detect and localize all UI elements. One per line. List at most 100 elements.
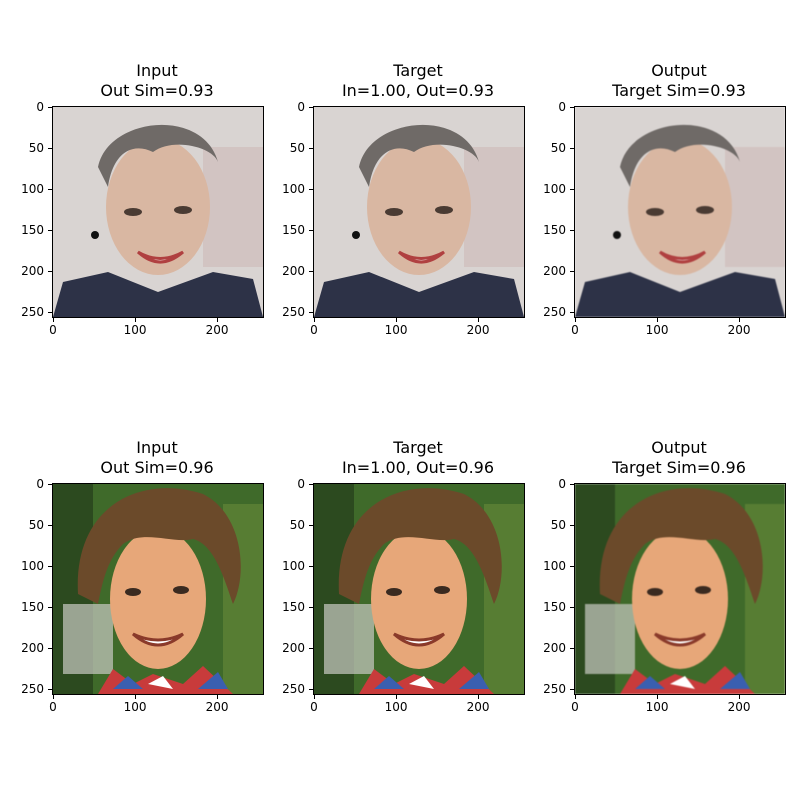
y-tick-label: 150 — [21, 223, 44, 238]
face-image — [313, 483, 525, 695]
y-tick-mark — [309, 484, 313, 485]
y-tick-mark — [309, 148, 313, 150]
image-panel — [574, 106, 786, 318]
y-tick-mark — [570, 525, 574, 527]
x-tick-mark — [396, 695, 398, 699]
y-tick-mark — [570, 312, 574, 314]
x-tick-label: 100 — [123, 323, 147, 337]
y-tick-mark — [570, 648, 574, 650]
y-tick-label: 50 — [28, 141, 44, 156]
y-tick-mark — [570, 107, 574, 108]
y-tick-label: 250 — [543, 305, 566, 320]
x-tick-label: 100 — [384, 323, 408, 337]
x-tick-mark — [53, 695, 54, 699]
y-tick-mark — [309, 566, 313, 568]
panel-title-line1: Target — [393, 438, 443, 457]
x-tick-label: 100 — [384, 700, 408, 714]
x-tick-mark — [314, 318, 315, 322]
x-tick-label: 200 — [205, 323, 229, 337]
y-tick-label: 200 — [21, 264, 44, 279]
y-tick-mark — [309, 271, 313, 273]
x-tick-mark — [478, 695, 480, 699]
x-tick-mark — [135, 318, 137, 322]
y-tick-label: 250 — [282, 682, 305, 697]
y-tick-mark — [48, 607, 52, 609]
y-tick-mark — [48, 648, 52, 650]
x-tick-mark — [739, 695, 741, 699]
y-tick-mark — [570, 148, 574, 150]
image-panel — [313, 106, 525, 318]
x-tick-mark — [53, 318, 54, 322]
x-tick-label: 0 — [310, 700, 318, 714]
y-tick-label: 0 — [558, 100, 566, 114]
x-tick-label: 0 — [310, 323, 318, 337]
panel-title-line2: In=1.00, Out=0.96 — [341, 458, 495, 477]
x-tick-mark — [217, 318, 219, 322]
x-tick-mark — [657, 318, 659, 322]
x-tick-label: 0 — [571, 323, 579, 337]
x-tick-label: 0 — [49, 323, 57, 337]
y-tick-label: 50 — [28, 518, 44, 533]
y-tick-mark — [48, 230, 52, 232]
y-tick-mark — [48, 689, 52, 691]
y-tick-mark — [48, 271, 52, 273]
image-panel — [574, 483, 786, 695]
y-tick-mark — [48, 484, 52, 485]
y-tick-mark — [309, 525, 313, 527]
y-tick-label: 0 — [36, 100, 44, 114]
panel-title-line1: Input — [136, 61, 178, 80]
y-tick-label: 100 — [282, 182, 305, 197]
y-tick-mark — [48, 148, 52, 150]
y-tick-mark — [48, 107, 52, 108]
y-tick-label: 50 — [289, 518, 305, 533]
y-tick-mark — [570, 566, 574, 568]
panel-title-line2: Out Sim=0.96 — [100, 458, 214, 477]
y-tick-mark — [309, 189, 313, 191]
image-panel — [52, 483, 264, 695]
y-tick-label: 150 — [282, 223, 305, 238]
panel-title-line1: Output — [651, 438, 707, 457]
face-image — [574, 106, 786, 318]
y-tick-label: 100 — [282, 559, 305, 574]
y-tick-label: 150 — [21, 600, 44, 615]
x-tick-label: 100 — [123, 700, 147, 714]
panel-title-line1: Target — [393, 61, 443, 80]
y-tick-label: 250 — [21, 305, 44, 320]
y-tick-label: 100 — [21, 182, 44, 197]
x-tick-mark — [739, 318, 741, 322]
y-tick-label: 50 — [550, 141, 566, 156]
face-image — [574, 483, 786, 695]
y-tick-mark — [48, 525, 52, 527]
x-tick-mark — [657, 695, 659, 699]
panel-title-line2: Target Sim=0.93 — [612, 81, 746, 100]
y-tick-label: 200 — [543, 641, 566, 656]
x-tick-mark — [217, 695, 219, 699]
x-tick-label: 100 — [645, 323, 669, 337]
y-tick-mark — [570, 689, 574, 691]
x-tick-mark — [314, 695, 315, 699]
y-tick-mark — [48, 566, 52, 568]
y-tick-mark — [48, 189, 52, 191]
y-tick-label: 100 — [21, 559, 44, 574]
y-tick-label: 50 — [289, 141, 305, 156]
y-tick-label: 0 — [297, 477, 305, 491]
y-tick-label: 100 — [543, 182, 566, 197]
x-tick-mark — [478, 318, 480, 322]
y-tick-mark — [570, 484, 574, 485]
x-tick-label: 200 — [466, 323, 490, 337]
y-tick-label: 250 — [543, 682, 566, 697]
x-tick-label: 0 — [571, 700, 579, 714]
y-tick-label: 150 — [543, 223, 566, 238]
y-tick-mark — [309, 107, 313, 108]
y-tick-mark — [570, 271, 574, 273]
x-tick-label: 0 — [49, 700, 57, 714]
x-tick-mark — [396, 318, 398, 322]
y-tick-mark — [309, 312, 313, 314]
image-panel — [313, 483, 525, 695]
y-tick-label: 250 — [282, 305, 305, 320]
panel-title-line1: Input — [136, 438, 178, 457]
x-tick-mark — [135, 695, 137, 699]
panel-title-line1: Output — [651, 61, 707, 80]
face-image — [52, 106, 264, 318]
y-tick-label: 200 — [21, 641, 44, 656]
